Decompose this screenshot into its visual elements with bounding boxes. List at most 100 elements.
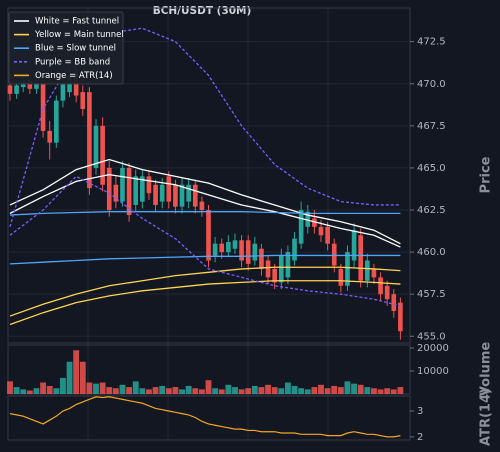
volume-bar <box>218 389 225 394</box>
candle-body <box>113 184 119 202</box>
volume-bar <box>331 385 338 394</box>
volume-bar <box>384 388 391 394</box>
candle-body <box>159 184 165 202</box>
volume-bar <box>265 384 271 394</box>
candle-body <box>345 252 350 286</box>
y-tick-label: 3 <box>417 406 423 417</box>
volume-bar <box>60 377 66 394</box>
candle-body <box>331 243 337 266</box>
volume-bar <box>132 381 139 394</box>
legend-label: Purple = BB band <box>35 57 110 67</box>
volume-bar <box>165 388 172 394</box>
candle-body <box>351 230 357 261</box>
candle-body <box>146 176 152 194</box>
y-axis-label: Price <box>479 156 494 193</box>
candle-body <box>173 184 178 207</box>
panel-frame <box>7 395 411 441</box>
volume-bar <box>159 385 166 394</box>
volume-bar <box>377 389 384 394</box>
y-tick-label: 455.0 <box>417 331 446 342</box>
candle-body <box>47 130 53 143</box>
volume-bar <box>73 350 80 394</box>
volume-bar <box>238 389 245 394</box>
y-tick-label: 470.0 <box>417 79 446 90</box>
volume-bar <box>344 381 351 394</box>
volume-bar <box>371 388 377 394</box>
candle-body <box>53 100 59 143</box>
candle-body <box>14 85 19 94</box>
y-axis-label: Volume <box>479 342 494 397</box>
tunnel-line <box>9 266 401 317</box>
candle-body <box>80 92 86 110</box>
candle-body <box>153 184 158 205</box>
y-tick-label: 465.0 <box>417 163 446 174</box>
y-tick-label: 2 <box>417 432 423 443</box>
candle-body <box>106 167 112 211</box>
volume-bar <box>13 387 20 394</box>
candle-body <box>398 302 403 332</box>
candle-body <box>338 268 344 286</box>
volume-bar <box>198 389 205 394</box>
candle-body <box>265 260 271 278</box>
volume-bar <box>357 384 364 394</box>
candle-body <box>126 167 132 216</box>
volume-bar <box>20 389 27 394</box>
candle-body <box>34 83 39 89</box>
volume-bar <box>106 387 113 394</box>
candle-body <box>391 294 397 312</box>
candle-body <box>186 184 191 202</box>
candle-body <box>73 75 79 96</box>
volume-bar <box>298 388 305 394</box>
candle-body <box>87 92 92 189</box>
candle-body <box>166 176 172 202</box>
volume-bar <box>225 384 232 394</box>
volume-bar <box>66 361 73 394</box>
volume-bar <box>53 388 60 394</box>
volume-bar <box>251 385 258 394</box>
tunnel-line <box>9 173 401 248</box>
candle-body <box>140 176 145 202</box>
candle-body <box>285 252 291 278</box>
volume-bar <box>172 387 179 394</box>
volume-bar <box>119 384 126 394</box>
legend-label: Blue = Slow tunnel <box>35 44 116 54</box>
candle-body <box>93 125 99 168</box>
y-axis-label: ATR(14) <box>479 388 494 446</box>
candle-body <box>272 268 277 283</box>
candle-body <box>278 255 284 283</box>
volume-bar <box>205 380 212 394</box>
legend: White = Fast tunnel Yellow = Main tunnel B… <box>8 11 124 85</box>
volume-bar <box>271 387 278 394</box>
volume-bar <box>152 387 159 394</box>
candle-body <box>239 240 244 261</box>
candle-body <box>371 268 377 278</box>
candle-body <box>206 210 211 261</box>
volume-bar <box>245 388 252 394</box>
volume-bar <box>99 382 106 394</box>
candle-body <box>60 83 66 101</box>
volume-bar <box>86 382 93 394</box>
tunnel-line <box>9 158 401 245</box>
candle-body <box>292 238 297 261</box>
candle-body <box>199 201 205 211</box>
candle-body <box>226 241 231 253</box>
volume-bar <box>46 385 53 394</box>
candle-body <box>179 184 185 207</box>
volume-bar <box>33 388 40 394</box>
tunnel-line <box>9 175 401 307</box>
candle-body <box>40 83 46 131</box>
candle-body <box>305 211 311 227</box>
volume-bar <box>304 389 311 394</box>
volume-bar <box>179 389 185 394</box>
tunnel-line <box>9 280 401 326</box>
volume-bar <box>146 389 152 394</box>
volume-bar <box>337 387 344 394</box>
panel-frame <box>7 7 411 344</box>
candle-body <box>252 243 258 261</box>
tunnel-line <box>9 254 401 265</box>
candle-body <box>192 184 198 207</box>
candle-body <box>120 167 125 202</box>
volume-bar <box>232 387 238 394</box>
volume-bar <box>397 387 404 394</box>
y-tick-label: 460.0 <box>417 247 446 258</box>
